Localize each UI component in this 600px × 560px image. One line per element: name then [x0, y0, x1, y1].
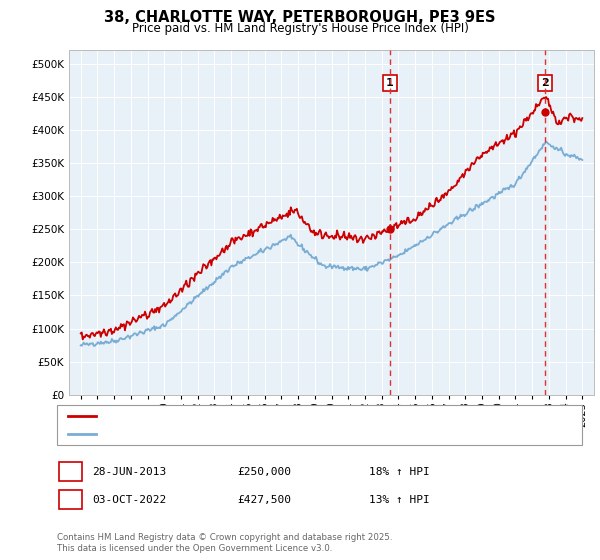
Text: 18% ↑ HPI: 18% ↑ HPI	[369, 466, 430, 477]
Text: 38, CHARLOTTE WAY, PETERBOROUGH, PE3 9ES: 38, CHARLOTTE WAY, PETERBOROUGH, PE3 9ES	[104, 10, 496, 25]
Text: 13% ↑ HPI: 13% ↑ HPI	[369, 494, 430, 505]
Text: £250,000: £250,000	[237, 466, 291, 477]
Text: 38, CHARLOTTE WAY, PETERBOROUGH, PE3 9ES (detached house): 38, CHARLOTTE WAY, PETERBOROUGH, PE3 9ES…	[102, 411, 446, 421]
Text: Price paid vs. HM Land Registry's House Price Index (HPI): Price paid vs. HM Land Registry's House …	[131, 22, 469, 35]
Text: 03-OCT-2022: 03-OCT-2022	[92, 494, 166, 505]
Text: 2: 2	[66, 493, 74, 506]
Text: HPI: Average price, detached house, City of Peterborough: HPI: Average price, detached house, City…	[102, 430, 403, 439]
Text: 1: 1	[386, 78, 394, 88]
Text: 1: 1	[66, 465, 74, 478]
Text: 28-JUN-2013: 28-JUN-2013	[92, 466, 166, 477]
Text: Contains HM Land Registry data © Crown copyright and database right 2025.
This d: Contains HM Land Registry data © Crown c…	[57, 533, 392, 553]
Text: £427,500: £427,500	[237, 494, 291, 505]
Text: 2: 2	[541, 78, 548, 88]
